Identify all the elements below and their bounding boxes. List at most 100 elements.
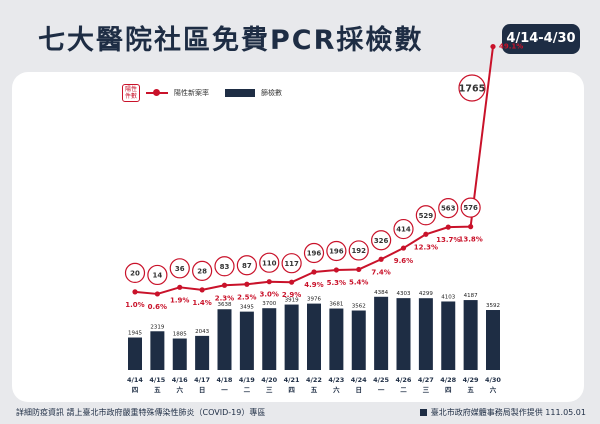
rate-point-4/14 [132, 289, 138, 295]
x-tick-4/14: 4/14 [127, 376, 143, 384]
x-tick-4/23: 4/23 [328, 376, 344, 384]
positive-count-circle-4/24 [348, 240, 369, 261]
bar-4/26 [396, 298, 411, 370]
bar-4/19 [239, 311, 254, 370]
bar-label-4/23: 3681 [329, 302, 343, 308]
rate-label-4/23: 5.3% [327, 279, 346, 287]
positive-count-4/24: 192 [351, 247, 366, 255]
positive-count-circle-4/17 [192, 260, 213, 281]
bar-4/28 [441, 301, 456, 370]
page-title: 七大醫院社區免費PCR採檢數 [38, 25, 424, 56]
bar-4/16 [172, 338, 187, 370]
positive-count-circle-4/28 [438, 198, 459, 219]
bar-label-4/21: 3919 [285, 298, 299, 304]
bureau-logo-icon [419, 409, 427, 416]
footer-credit: 臺北市政府媒體事務局製作提供 111.05.01 [419, 407, 586, 418]
positive-count-4/19: 87 [242, 262, 252, 270]
legend-line-label: 陽性新案率 [174, 89, 210, 97]
positive-count-4/17: 28 [197, 267, 207, 275]
x-weekday-4/27: 三 [423, 386, 430, 394]
rate-point-4/29 [468, 224, 474, 230]
footer-credit-text: 臺北市政府媒體事務局製作提供 111.05.01 [430, 408, 586, 417]
bar-label-4/30: 3592 [486, 303, 500, 309]
bar-4/29 [463, 300, 478, 370]
positive-count-4/28: 563 [441, 205, 456, 213]
x-weekday-4/20: 三 [266, 386, 273, 394]
rate-point-4/24 [356, 266, 362, 273]
rate-label-4/28: 13.7% [436, 236, 460, 244]
rate-point-4/27 [423, 231, 429, 237]
x-tick-4/19: 4/19 [239, 376, 255, 384]
x-weekday-4/28: 四 [445, 386, 452, 394]
footer-info: 詳細防疫資訊 請上臺北市政府嚴重特殊傳染性肺炎（COVID-19）專區 [16, 408, 266, 417]
x-weekday-4/25: 一 [378, 386, 385, 394]
rate-label-4/15: 0.6% [148, 303, 167, 311]
legend-positive-badge: 陽性 件數 [122, 84, 141, 102]
bar-label-4/16: 1885 [173, 332, 187, 338]
positive-count-4/29: 576 [463, 204, 478, 212]
positive-count-4/30: 1765 [459, 84, 485, 95]
rate-label-4/26: 9.6% [394, 257, 413, 265]
x-tick-4/18: 4/18 [217, 376, 233, 384]
bar-4/22 [307, 303, 321, 370]
bar-4/15 [150, 331, 165, 370]
positive-count-4/23: 196 [329, 248, 344, 256]
bar-4/27 [418, 298, 433, 370]
x-weekday-4/29: 五 [467, 386, 474, 394]
rate-point-4/26 [400, 245, 407, 251]
bar-4/17 [195, 335, 210, 370]
x-tick-4/15: 4/15 [149, 376, 165, 384]
x-weekday-4/26: 二 [400, 386, 407, 394]
rate-point-4/30 [490, 43, 496, 50]
rate-point-4/18 [221, 282, 228, 288]
rate-label-4/25: 7.4% [371, 268, 390, 276]
x-weekday-4/19: 二 [244, 386, 251, 394]
positive-count-4/20: 110 [262, 259, 277, 267]
rate-label-4/24: 5.4% [349, 278, 368, 286]
x-tick-4/24: 4/24 [351, 376, 367, 384]
bar-label-4/22: 3976 [307, 297, 321, 303]
positive-count-circle-4/21 [281, 253, 302, 274]
x-tick-4/26: 4/26 [396, 376, 412, 384]
x-tick-4/16: 4/16 [172, 376, 188, 384]
date-range-badge: 4/14-4/30 [502, 24, 580, 54]
positive-count-4/22: 196 [307, 250, 322, 258]
bar-4/21 [284, 304, 299, 370]
x-tick-4/27: 4/27 [418, 376, 434, 384]
bar-4/25 [374, 296, 389, 370]
bar-label-4/28: 4103 [441, 294, 455, 300]
bar-4/18 [217, 309, 232, 370]
rate-point-4/20 [266, 279, 272, 285]
x-weekday-4/15: 五 [154, 386, 161, 394]
rate-label-4/27: 12.3% [414, 243, 438, 251]
rate-point-4/22 [311, 269, 317, 275]
rate-label-4/14: 1.0% [125, 301, 144, 309]
positive-count-4/25: 326 [374, 237, 389, 245]
x-tick-4/30: 4/30 [485, 376, 501, 384]
bar-label-4/29: 4187 [464, 293, 478, 299]
x-weekday-4/17: 日 [199, 386, 206, 394]
bar-label-4/18: 3638 [218, 302, 232, 308]
bar-4/20 [262, 308, 277, 370]
x-tick-4/20: 4/20 [261, 376, 277, 384]
positive-count-4/26: 414 [396, 226, 411, 234]
x-tick-4/29: 4/29 [463, 376, 479, 384]
x-tick-4/21: 4/21 [284, 376, 300, 384]
positive-count-circle-4/14 [124, 262, 146, 283]
rate-point-4/15 [154, 291, 160, 297]
rate-label-4/17: 1.4% [192, 299, 211, 307]
positive-count-circle-4/29 [460, 197, 481, 218]
bar-label-4/27: 4299 [419, 291, 433, 297]
x-tick-4/22: 4/22 [306, 376, 322, 384]
rate-label-4/16: 1.9% [170, 296, 189, 304]
positive-count-4/27: 529 [419, 212, 434, 220]
rate-label-4/21: 2.9% [282, 291, 301, 299]
x-weekday-4/22: 五 [311, 386, 318, 394]
positive-count-circle-4/25 [371, 230, 392, 251]
rate-label-4/22: 4.9% [304, 281, 323, 289]
bar-label-4/25: 4384 [374, 290, 388, 296]
x-weekday-4/30: 六 [490, 385, 497, 394]
x-weekday-4/16: 六 [177, 385, 184, 394]
positive-count-circle-4/27 [415, 205, 436, 226]
